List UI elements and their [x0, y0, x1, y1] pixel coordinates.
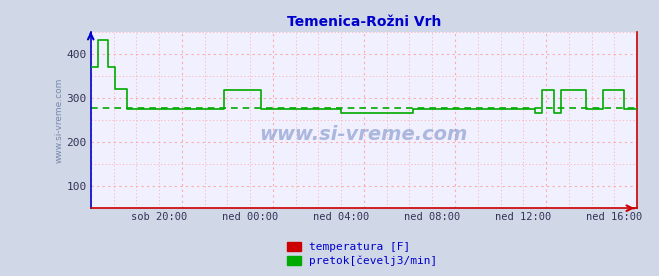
Title: Temenica-Rožni Vrh: Temenica-Rožni Vrh: [287, 15, 441, 29]
Y-axis label: www.si-vreme.com: www.si-vreme.com: [55, 77, 63, 163]
Text: www.si-vreme.com: www.si-vreme.com: [260, 124, 468, 144]
Legend: temperatura [F], pretok[čevelj3/min]: temperatura [F], pretok[čevelj3/min]: [283, 237, 442, 270]
